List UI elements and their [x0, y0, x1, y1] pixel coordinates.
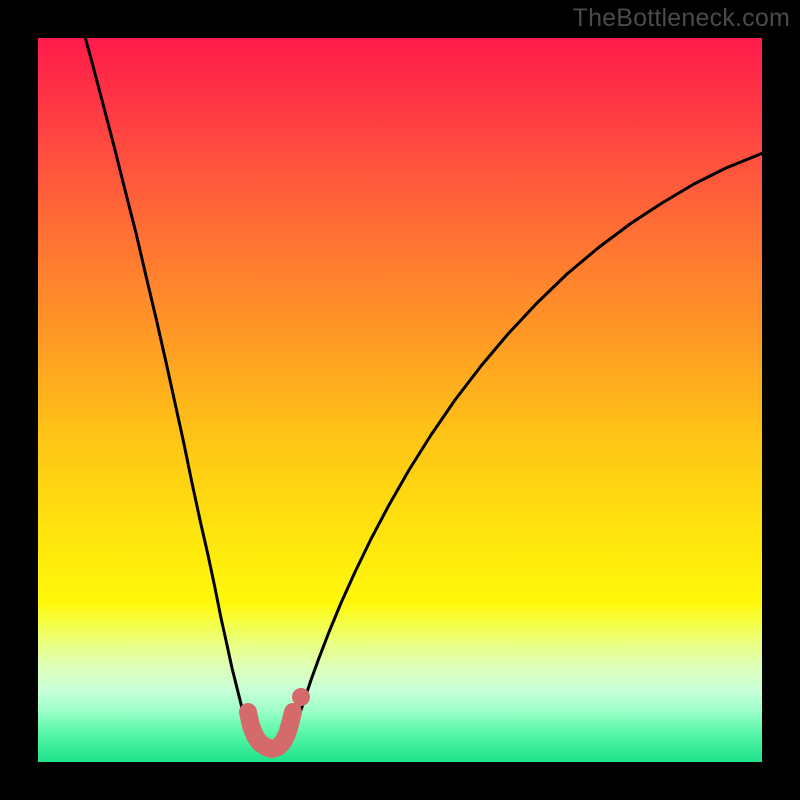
chart-svg	[38, 38, 762, 762]
chart-plot-area	[38, 38, 762, 762]
u-marker-dot	[292, 688, 310, 706]
gradient-background	[38, 38, 762, 762]
watermark-text: TheBottleneck.com	[573, 4, 790, 33]
